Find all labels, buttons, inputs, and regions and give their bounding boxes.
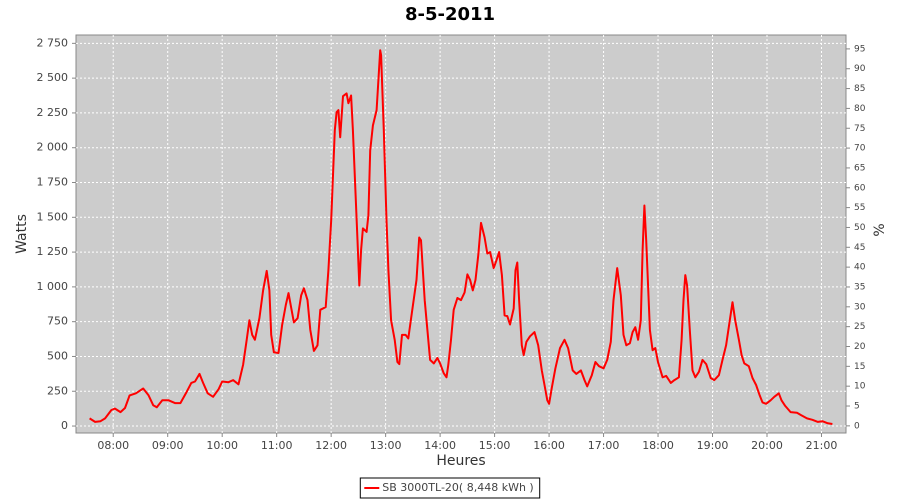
x-tick-label: 20:00: [751, 439, 783, 452]
x-tick-label: 16:00: [533, 439, 565, 452]
y-tick-label: 1 500: [37, 210, 69, 223]
y2-tick-label: 85: [854, 84, 865, 94]
y2-tick-label: 70: [854, 144, 866, 154]
legend-label: SB 3000TL-20( 8,448 kWh ): [382, 481, 533, 494]
legend: SB 3000TL-20( 8,448 kWh ): [359, 477, 541, 499]
y2-tick-label: 65: [854, 163, 865, 173]
y-tick-label: 750: [47, 315, 68, 328]
y2-tick-label: 15: [854, 362, 865, 372]
y-tick-label: 0: [61, 419, 68, 432]
y2-tick-label: 35: [854, 282, 865, 292]
y2-tick-label: 60: [854, 183, 866, 193]
y-tick-label: 2 250: [37, 106, 69, 119]
y2-tick-label: 25: [854, 322, 865, 332]
x-tick-label: 19:00: [697, 439, 729, 452]
x-tick-label: 10:00: [206, 439, 238, 452]
plot-area: [75, 34, 847, 434]
y2-axis-label: %: [872, 223, 888, 236]
x-tick-label: 13:00: [370, 439, 402, 452]
y-tick-label: 1 750: [37, 176, 69, 189]
chart-title: 8-5-2011: [405, 4, 495, 25]
y2-tick-label: 45: [854, 243, 865, 253]
y-tick-label: 500: [47, 349, 68, 362]
y2-tick-label: 80: [854, 104, 866, 114]
y-tick-label: 1 000: [37, 280, 69, 293]
series-line: [89, 49, 833, 425]
x-tick-label: 11:00: [261, 439, 293, 452]
x-axis-label: Heures: [436, 453, 485, 469]
x-tick-label: 12:00: [315, 439, 347, 452]
x-tick-label: 09:00: [152, 439, 184, 452]
x-tick-label: 18:00: [642, 439, 674, 452]
x-tick-label: 21:00: [806, 439, 838, 452]
y-tick-label: 2 500: [37, 71, 69, 84]
y-tick-label: 2 750: [37, 36, 69, 49]
x-tick-label: 08:00: [97, 439, 129, 452]
x-tick-label: 14:00: [424, 439, 456, 452]
y2-tick-label: 10: [854, 382, 866, 392]
x-tick-label: 17:00: [588, 439, 620, 452]
legend-box: [359, 477, 541, 499]
y2-tick-label: 40: [854, 263, 866, 273]
y2-tick-label: 0: [854, 421, 860, 431]
y2-tick-label: 30: [854, 302, 866, 312]
y2-tick-label: 55: [854, 203, 865, 213]
y2-tick-label: 95: [854, 44, 865, 54]
y-tick-label: 1 250: [37, 245, 69, 258]
y2-tick-label: 5: [854, 402, 860, 412]
y2-tick-label: 20: [854, 342, 866, 352]
y2-tick-label: 90: [854, 64, 866, 74]
y2-tick-label: 50: [854, 223, 866, 233]
x-tick-label: 15:00: [479, 439, 511, 452]
y-tick-label: 2 000: [37, 141, 69, 154]
y-tick-label: 250: [47, 384, 68, 397]
y2-tick-label: 75: [854, 124, 865, 134]
y-axis-label: Watts: [14, 214, 30, 254]
